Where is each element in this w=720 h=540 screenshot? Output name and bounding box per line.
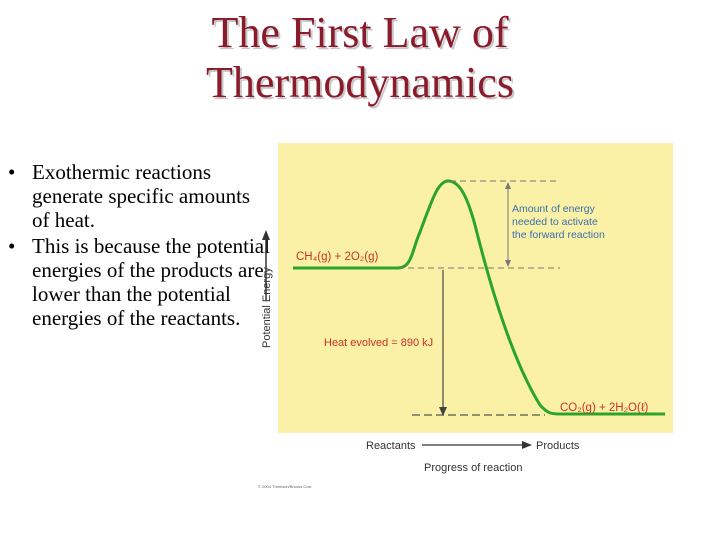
title-line-2: Thermodynamics: [206, 58, 514, 107]
activation-label-line-1: Amount of energy: [512, 203, 596, 215]
x-axis-reactants: Reactants: [366, 440, 416, 452]
heat-evolved-label: Heat evolved = 890 kJ: [324, 337, 433, 349]
x-axis-caption: Progress of reaction: [424, 462, 522, 474]
reactants-formula: CH₄(g) + 2O₂(g): [296, 251, 378, 263]
slide-title: The First Law of Thermodynamics: [0, 8, 720, 108]
bullet-item: Exothermic reactions generate specific a…: [8, 160, 270, 232]
activation-arrowhead-bottom: [505, 260, 511, 267]
copyright-note: © 2004 Thomson/Brooks Cole: [258, 484, 312, 489]
energy-curve: [293, 179, 665, 416]
bullet-list: Exothermic reactions generate specific a…: [8, 160, 270, 332]
activation-label-line-3: the forward reaction: [512, 229, 605, 241]
products-formula: CO₂(g) + 2H₂O(ℓ): [560, 402, 649, 414]
x-axis-products: Products: [536, 440, 580, 452]
y-axis-label: Potential Energy: [261, 267, 273, 348]
activation-label-line-2: needed to activate: [512, 216, 598, 228]
x-axis-arrowhead: [522, 441, 532, 449]
diagram-panel: [278, 143, 673, 433]
y-axis-arrowhead: [262, 230, 270, 240]
title-line-1: The First Law of: [211, 8, 509, 57]
heat-arrowhead: [439, 407, 447, 416]
activation-arrowhead-top: [505, 182, 511, 189]
bullet-item: This is because the potential energies o…: [8, 234, 270, 330]
